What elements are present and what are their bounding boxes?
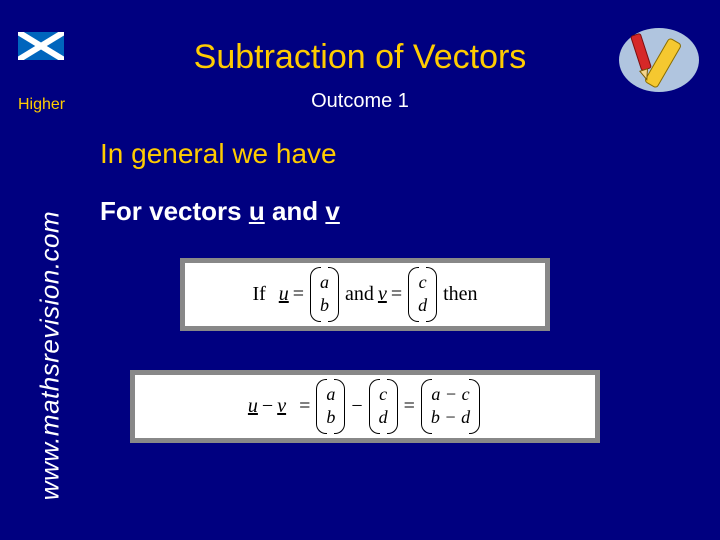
text: then [443, 283, 477, 306]
page-subtitle: Outcome 1 [0, 90, 720, 113]
formula-subtraction: u − v = ab − cd = a − cb − d [130, 370, 600, 443]
column-vector: ab [310, 271, 339, 318]
sidebar-url: www.mathsrevision.com [35, 196, 66, 516]
text: = [293, 283, 304, 306]
entry: a [320, 271, 329, 294]
entry: d [418, 294, 427, 317]
entry: a − c [431, 383, 469, 406]
vector-v: v [277, 395, 286, 418]
vector-u: u [249, 196, 265, 226]
column-vector: ab [316, 383, 345, 430]
text: and [345, 283, 374, 306]
entry: b − d [431, 406, 470, 429]
text: = [299, 395, 310, 418]
text: − [351, 395, 362, 418]
vectors-line: For vectors u and v [100, 196, 340, 227]
page-title: Subtraction of Vectors [0, 38, 720, 77]
text: If [252, 283, 265, 306]
text: − [262, 395, 273, 418]
vector-u: u [248, 395, 258, 418]
intro-line: In general we have [100, 138, 337, 170]
entry: d [379, 406, 388, 429]
text: For vectors [100, 196, 249, 226]
column-vector: cd [369, 383, 398, 430]
formula-definition: If u = ab and v = cd then [180, 258, 550, 331]
text: = [391, 283, 402, 306]
entry: b [320, 294, 329, 317]
entry: c [419, 271, 427, 294]
level-label: Higher [18, 96, 65, 114]
text: and [265, 196, 326, 226]
vector-v: v [378, 283, 387, 306]
entry: c [379, 383, 387, 406]
column-vector: a − cb − d [421, 383, 480, 430]
vector-v: v [325, 196, 339, 226]
column-vector: cd [408, 271, 437, 318]
sidebar: www.mathsrevision.com [20, 190, 60, 510]
entry: b [326, 406, 335, 429]
text: = [404, 395, 415, 418]
entry: a [326, 383, 335, 406]
vector-u: u [279, 283, 289, 306]
